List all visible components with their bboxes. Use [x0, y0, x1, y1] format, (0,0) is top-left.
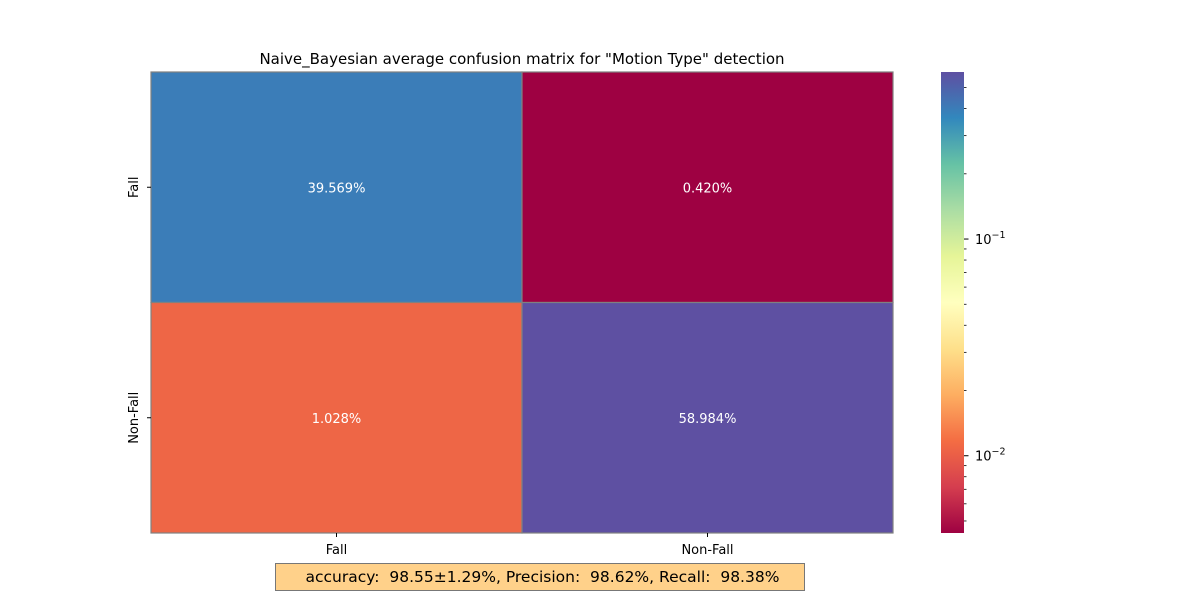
cell-value-label: 1.028%	[312, 412, 362, 427]
heatmap-axes: Fall Non-Fall Fall Non-Fall	[127, 177, 734, 558]
colorbar: 10−2 10−1	[941, 72, 1006, 533]
heatmap-cell	[521, 301, 894, 534]
y-tick-label: Fall	[127, 177, 142, 198]
metrics-summary: accuracy: 98.55±1.29%, Precision: 98.62%…	[275, 563, 805, 591]
x-tick-label: Non-Fall	[681, 543, 733, 558]
cell-value-label: 39.569%	[308, 181, 366, 196]
x-tick-label: Fall	[326, 543, 347, 558]
heatmap-cell	[150, 301, 523, 534]
colorbar-tick-label: 10−1	[975, 230, 1006, 248]
y-tick-label: Non-Fall	[127, 392, 142, 444]
cell-value-label: 58.984%	[679, 412, 737, 427]
heatmap-grid: 39.569% 0.420% 1.028% 58.984%	[150, 71, 894, 534]
colorbar-tick-exponent: −2	[992, 447, 1006, 458]
colorbar-tick-exponent: −1	[992, 230, 1006, 241]
colorbar-gradient	[941, 72, 964, 533]
heatmap-cell	[150, 71, 523, 304]
chart-title: Naive_Bayesian average confusion matrix …	[259, 50, 784, 69]
colorbar-tick-label: 10−2	[975, 447, 1006, 465]
cell-value-label: 0.420%	[683, 181, 733, 196]
heatmap-cell	[521, 71, 894, 304]
